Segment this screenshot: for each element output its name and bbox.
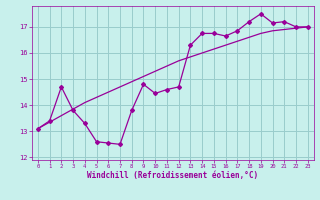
X-axis label: Windchill (Refroidissement éolien,°C): Windchill (Refroidissement éolien,°C) <box>87 171 258 180</box>
